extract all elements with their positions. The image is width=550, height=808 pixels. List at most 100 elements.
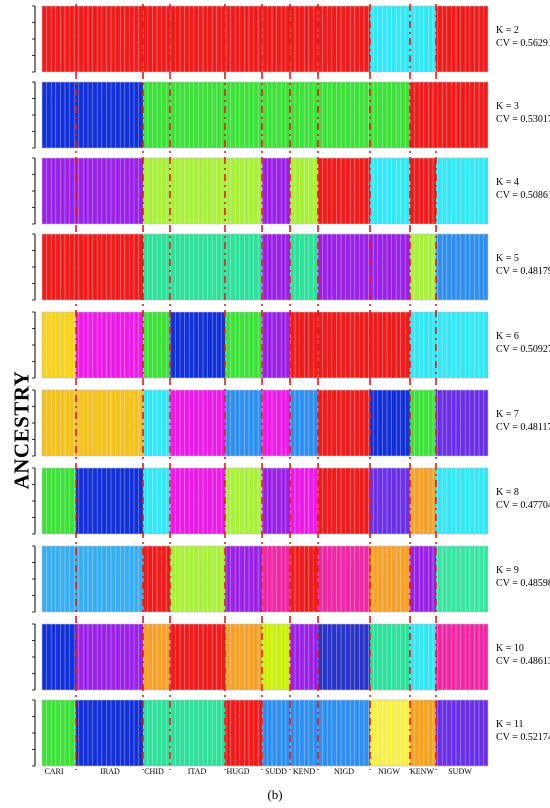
ancestry-block-sudd <box>262 624 290 690</box>
ancestry-block-kenw <box>410 546 436 612</box>
ancestry-block-sudw <box>436 158 488 224</box>
ancestry-block-nigw <box>370 6 410 72</box>
cv-label: CV = 0.52174 <box>496 732 550 743</box>
ancestry-block-sudw <box>436 546 488 612</box>
ancestry-block-cari <box>42 700 76 766</box>
ancestry-block-kenw <box>410 158 436 224</box>
panel-k9: K = 9 CV = 0.48598 <box>32 545 550 613</box>
ancestry-block-chid <box>143 234 170 300</box>
k-label: K = 8 <box>496 487 519 498</box>
ancestry-block-chid <box>143 390 170 456</box>
ancestry-block-sudd <box>262 234 290 300</box>
ancestry-block-nigw <box>370 312 410 378</box>
ancestry-block-hugd <box>225 546 262 612</box>
ancestry-block-sudd <box>262 390 290 456</box>
panel-frame <box>41 623 489 691</box>
ancestry-block-nigw <box>370 82 410 148</box>
panel-k5: K = 5 CV = 0.48179 <box>32 233 550 301</box>
panel-frame <box>41 157 489 225</box>
panel-frame <box>41 81 489 149</box>
panel-frame <box>41 311 489 379</box>
ancestry-block-cari <box>42 468 76 534</box>
cv-label: CV = 0.48179 <box>496 266 550 277</box>
ancestry-block-itad <box>170 624 225 690</box>
ancestry-block-irad <box>76 700 143 766</box>
panel-k6: K = 6 CV = 0.50927 <box>32 311 550 379</box>
ancestry-block-chid <box>143 312 170 378</box>
ancestry-block-hugd <box>225 390 262 456</box>
ancestry-block-itad <box>170 6 225 72</box>
ancestry-block-nigd <box>318 700 370 766</box>
ancestry-block-itad <box>170 158 225 224</box>
panel-frame <box>41 389 489 457</box>
ancestry-block-sudw <box>436 6 488 72</box>
ancestry-block-chid <box>143 700 170 766</box>
ancestry-block-kenw <box>410 82 436 148</box>
ancestry-block-sudd <box>262 468 290 534</box>
ancestry-block-kenw <box>410 468 436 534</box>
ancestry-block-kenw <box>410 390 436 456</box>
population-label-kenw: KENW <box>410 767 434 776</box>
ancestry-block-cari <box>42 234 76 300</box>
ancestry-block-sudd <box>262 700 290 766</box>
ancestry-block-irad <box>76 468 143 534</box>
ancestry-block-hugd <box>225 158 262 224</box>
ancestry-block-kenw <box>410 234 436 300</box>
ancestry-block-chid <box>143 82 170 148</box>
ancestry-block-irad <box>76 312 143 378</box>
population-label-chid: CHID <box>144 767 164 776</box>
ancestry-block-sudw <box>436 312 488 378</box>
k-label: K = 2 <box>496 25 519 36</box>
panel-k7: K = 7 CV = 0.48117 <box>32 389 550 457</box>
panel-frame <box>41 233 489 301</box>
cv-label: CV = 0.56291 <box>496 38 550 49</box>
cv-label: CV = 0.48598 <box>496 578 550 589</box>
ancestry-block-sudw <box>436 234 488 300</box>
population-label-kend: KEND <box>293 767 315 776</box>
ancestry-block-sudd <box>262 82 290 148</box>
ancestry-block-itad <box>170 468 225 534</box>
k-label: K = 4 <box>496 177 519 188</box>
cv-label: CV = 0.50927 <box>496 344 550 355</box>
population-label-nigd: NIGD <box>334 767 354 776</box>
ancestry-block-sudd <box>262 6 290 72</box>
panel-k8: K = 8 CV = 0.47704 <box>32 467 550 535</box>
ancestry-block-chid <box>143 6 170 72</box>
ancestry-block-irad <box>76 390 143 456</box>
ancestry-block-nigw <box>370 700 410 766</box>
panel-k3: K = 3 CV = 0.53017 <box>32 81 550 149</box>
cv-label: CV = 0.53017 <box>496 114 550 125</box>
ancestry-block-sudw <box>436 390 488 456</box>
ancestry-block-nigw <box>370 158 410 224</box>
ancestry-block-hugd <box>225 82 262 148</box>
ancestry-block-nigd <box>318 390 370 456</box>
ancestry-block-itad <box>170 700 225 766</box>
ancestry-block-kenw <box>410 312 436 378</box>
ancestry-block-chid <box>143 468 170 534</box>
ancestry-block-chid <box>143 158 170 224</box>
ancestry-block-nigw <box>370 234 410 300</box>
panel-frame <box>41 467 489 535</box>
ancestry-block-sudw <box>436 82 488 148</box>
ancestry-block-sudd <box>262 312 290 378</box>
ancestry-block-sudd <box>262 546 290 612</box>
ancestry-block-cari <box>42 6 76 72</box>
cv-label: CV = 0.47704 <box>496 500 550 511</box>
ancestry-block-cari <box>42 158 76 224</box>
ancestry-block-itad <box>170 546 225 612</box>
ancestry-block-nigw <box>370 468 410 534</box>
ancestry-block-irad <box>76 6 143 72</box>
ancestry-block-irad <box>76 158 143 224</box>
ancestry-block-nigd <box>318 234 370 300</box>
ancestry-block-nigw <box>370 390 410 456</box>
population-label-nigw: NIGW <box>378 767 400 776</box>
ancestry-block-nigd <box>318 312 370 378</box>
k-label: K = 11 <box>496 719 524 730</box>
ancestry-block-nigd <box>318 468 370 534</box>
ancestry-block-hugd <box>225 624 262 690</box>
population-label-itad: ITAD <box>188 767 207 776</box>
ancestry-block-kenw <box>410 6 436 72</box>
ancestry-block-cari <box>42 390 76 456</box>
k-label: K = 9 <box>496 565 519 576</box>
